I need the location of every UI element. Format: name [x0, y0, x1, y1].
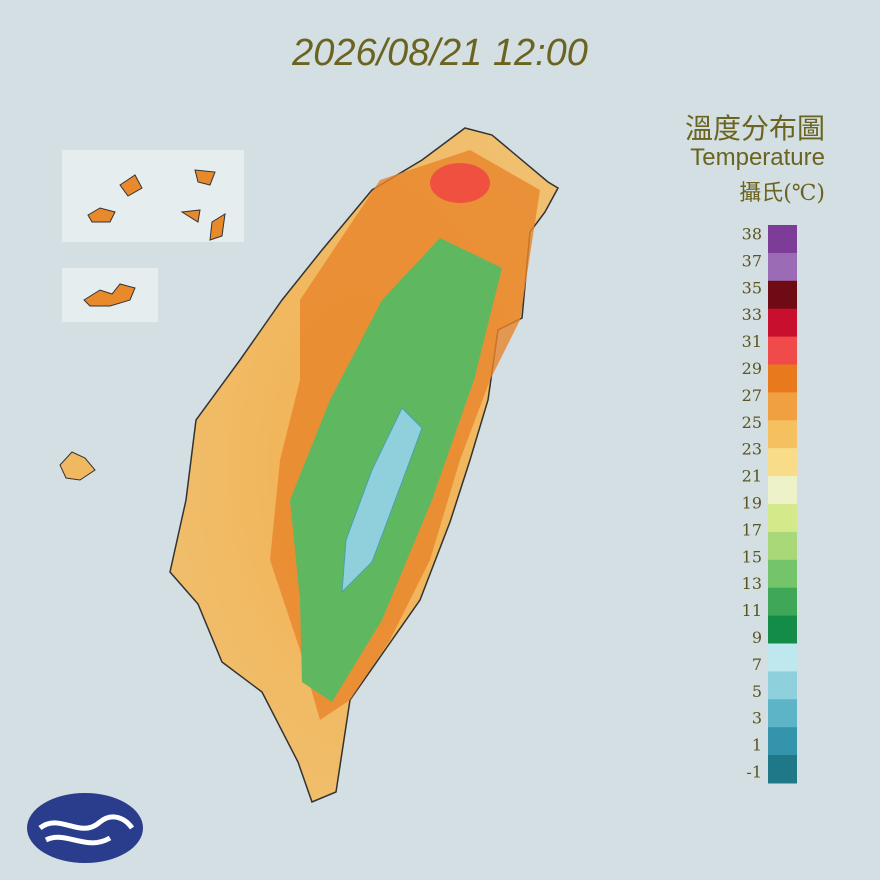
legend-label: 3	[752, 709, 762, 728]
timestamp: 2026/08/21 12:00	[291, 32, 588, 74]
legend-band	[768, 420, 797, 449]
legend-label: 38	[742, 225, 762, 244]
logo-cloud	[38, 814, 135, 846]
legend-label: 21	[742, 467, 762, 486]
legend-label: 29	[742, 359, 762, 378]
legend-label: 9	[752, 628, 762, 647]
logo	[27, 793, 143, 863]
legend-label: 13	[742, 574, 762, 593]
islands	[87, 169, 226, 241]
legend-band	[768, 476, 797, 505]
mountain-core	[341, 407, 423, 594]
legend-band	[768, 531, 797, 561]
legend-label: 1	[752, 736, 762, 755]
legend-label: 31	[742, 332, 762, 351]
legend-label: 35	[742, 278, 762, 297]
legend-band	[768, 727, 797, 756]
legend-band	[768, 336, 797, 365]
hot-spot	[430, 163, 490, 203]
legend-band	[768, 643, 797, 672]
legend-label: 5	[752, 682, 762, 701]
legend-label: 23	[742, 440, 762, 459]
legend-band	[768, 225, 797, 254]
legend-label: 19	[742, 494, 762, 513]
legend-band	[768, 504, 797, 533]
legend-band	[768, 308, 797, 338]
subtitle: Temperature	[690, 144, 825, 171]
legend-band	[768, 280, 797, 310]
legend-band	[768, 364, 797, 393]
taiwan-map	[169, 127, 560, 803]
legend-label: 15	[742, 547, 762, 566]
legend-label: 27	[742, 386, 762, 405]
legend-label: 11	[742, 601, 762, 620]
legend-band	[768, 671, 797, 700]
legend-band	[768, 587, 797, 617]
legend-band	[768, 559, 797, 589]
islands	[59, 451, 96, 481]
legend-label: 25	[742, 413, 762, 432]
insets	[59, 150, 244, 481]
legend-band	[768, 448, 797, 477]
legend-label: -1	[746, 763, 762, 782]
legend-band	[768, 615, 797, 644]
legend-band	[768, 252, 797, 282]
unit: 攝氏(℃)	[739, 181, 825, 206]
islands	[83, 283, 136, 307]
legend-label: 17	[742, 520, 762, 539]
legend-band	[768, 755, 797, 784]
title: 溫度分布圖	[685, 112, 825, 145]
legend-label: 7	[752, 655, 762, 674]
legend-label: 37	[742, 251, 762, 270]
legend-band	[768, 392, 797, 421]
legend-label: 33	[742, 305, 762, 324]
legend-band	[768, 699, 797, 728]
